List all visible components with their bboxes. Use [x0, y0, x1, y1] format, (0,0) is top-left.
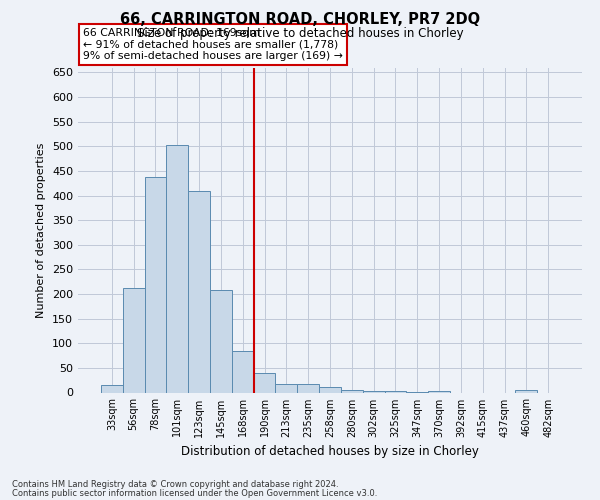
X-axis label: Distribution of detached houses by size in Chorley: Distribution of detached houses by size … [181, 445, 479, 458]
Bar [188, 190, 210, 392]
Text: Size of property relative to detached houses in Chorley: Size of property relative to detached ho… [137, 28, 463, 40]
Bar [275, 384, 297, 392]
Bar [123, 288, 145, 393]
Bar [101, 385, 123, 392]
Bar [385, 390, 406, 392]
Text: 66, CARRINGTON ROAD, CHORLEY, PR7 2DQ: 66, CARRINGTON ROAD, CHORLEY, PR7 2DQ [120, 12, 480, 28]
Text: Contains public sector information licensed under the Open Government Licence v3: Contains public sector information licen… [12, 488, 377, 498]
Text: Contains HM Land Registry data © Crown copyright and database right 2024.: Contains HM Land Registry data © Crown c… [12, 480, 338, 489]
Bar [363, 390, 385, 392]
Bar [428, 390, 450, 392]
Bar [254, 373, 275, 392]
Bar [515, 390, 537, 392]
Y-axis label: Number of detached properties: Number of detached properties [37, 142, 46, 318]
Bar [232, 350, 254, 393]
Bar [145, 178, 166, 392]
Bar [166, 145, 188, 392]
Bar [341, 390, 363, 392]
Bar [297, 384, 319, 392]
Text: 66 CARRINGTON ROAD: 169sqm
← 91% of detached houses are smaller (1,778)
9% of se: 66 CARRINGTON ROAD: 169sqm ← 91% of deta… [83, 28, 343, 61]
Bar [210, 290, 232, 392]
Bar [319, 387, 341, 392]
